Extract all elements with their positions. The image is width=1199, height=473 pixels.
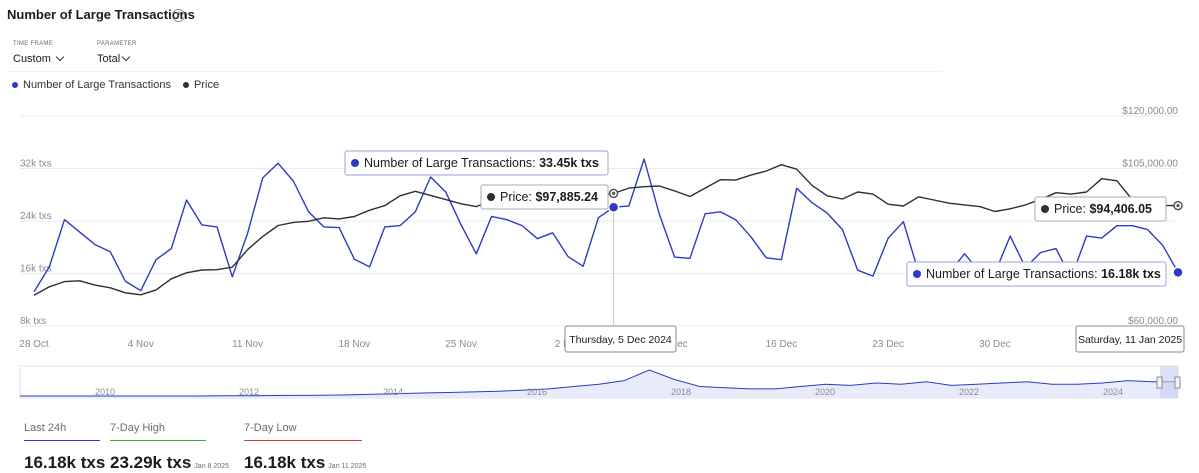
transactions-point — [607, 201, 620, 213]
navigator-year-label: 2020 — [815, 387, 835, 397]
line-chart[interactable]: 8k txs 16k txs 24k txs 32k txs $60,000.00 $10… — [0, 100, 1199, 400]
tooltip-box — [480, 184, 609, 210]
y-right-tick-label: $60,000.00 — [1128, 316, 1178, 327]
navigator-handle-right — [1174, 376, 1181, 389]
stat-label: Last 24h — [24, 422, 100, 441]
y-left-tick-label: 8k txs — [20, 316, 46, 327]
stat-7day-low: 7-Day Low 16.18k txs Jan 11 2025 — [244, 422, 366, 473]
navigator-year-label: 2018 — [671, 387, 691, 397]
price-point-center — [612, 191, 616, 196]
price-point-center — [1176, 203, 1180, 208]
chevron-down-icon — [55, 52, 65, 62]
tooltip-price-peak: Price: $97,885.24 — [480, 184, 609, 210]
tooltip-label: Price: — [1054, 202, 1089, 216]
navigator-year-label: 2016 — [527, 387, 547, 397]
time-frame-select[interactable]: Custom — [13, 52, 65, 65]
navigator-line — [20, 369, 1178, 397]
navigator-year-label: 2024 — [1103, 387, 1123, 397]
legend-label-price: Price — [194, 79, 220, 91]
tooltip-text: Number of Large Transactions: 16.18k txs — [926, 267, 1161, 281]
date-tooltip-text: Thursday, 5 Dec 2024 — [569, 334, 672, 346]
tooltip-label: Price: — [500, 190, 535, 204]
x-tick-label: 18 Nov — [338, 339, 370, 350]
legend-dot-icon — [12, 82, 18, 88]
tooltip-dot-icon — [351, 159, 359, 167]
tooltip-text: Price: $94,406.05 — [1054, 202, 1152, 216]
navigator-area — [20, 370, 1178, 398]
parameter-select[interactable]: Total — [97, 52, 131, 65]
x-tick-label: 4 Nov — [128, 339, 154, 350]
date-tooltip-peak: Thursday, 5 Dec 2024 — [564, 325, 677, 353]
stat-last-24h: Last 24h 16.18k txs — [24, 422, 105, 473]
transactions-point — [1172, 266, 1184, 279]
legend-dot-icon — [183, 82, 189, 88]
navigator-handle-left — [1156, 376, 1163, 389]
tooltip-value: $94,406.05 — [1089, 202, 1152, 216]
tooltip-transactions-last: Number of Large Transactions: 16.18k txs — [906, 261, 1167, 287]
date-tooltip-box — [564, 325, 677, 353]
x-tick-label: 11 Nov — [232, 339, 263, 350]
tooltip-price-last: Price: $94,406.05 — [1034, 196, 1167, 222]
stat-value: 16.18k txs — [24, 453, 106, 472]
legend-item-transactions[interactable]: Number of Large Transactions — [12, 79, 171, 91]
tooltip-dot-icon — [1041, 205, 1049, 213]
stat-7day-high: 7-Day High 23.29k txs Jan 8 2025 — [110, 422, 229, 473]
parameter-value: Total — [97, 53, 121, 65]
tooltip-label: Number of Large Transactions: — [926, 267, 1101, 281]
time-frame-value: Custom — [13, 53, 51, 65]
tooltip-value: 16.18k txs — [1101, 267, 1161, 281]
y-left-tick-label: 24k txs — [20, 211, 52, 222]
help-icon[interactable]: ? — [172, 9, 185, 22]
tooltip-label: Number of Large Transactions: — [364, 156, 539, 170]
x-tick-label: 30 Dec — [979, 339, 1011, 350]
stat-label: 7-Day High — [110, 422, 206, 441]
legend-item-price[interactable]: Price — [183, 79, 219, 91]
stat-label: 7-Day Low — [244, 422, 362, 441]
tooltip-text: Number of Large Transactions: 33.45k txs — [364, 156, 599, 170]
divider — [7, 71, 942, 72]
tooltip-dot-icon — [913, 270, 921, 278]
stat-date: Jan 8 2025 — [194, 463, 229, 470]
chevron-down-icon — [122, 52, 131, 62]
tooltip-value: $97,885.24 — [535, 190, 598, 204]
tooltip-box — [906, 261, 1167, 287]
x-tick-label: 28 Oct — [19, 339, 49, 350]
time-frame-label: TIME FRAME — [13, 41, 53, 47]
x-tick-label: 23 Dec — [872, 339, 904, 350]
tooltip-box — [344, 150, 609, 176]
stat-value: 16.18k txs — [244, 453, 326, 472]
tooltip-box — [1034, 196, 1167, 222]
navigator-selection — [1160, 366, 1178, 398]
x-tick-label: 16 Dec — [766, 339, 798, 350]
page-title: Number of Large Transactions — [7, 7, 195, 22]
y-left-tick-label: 16k txs — [20, 264, 52, 275]
tooltip-text: Price: $97,885.24 — [500, 190, 598, 204]
parameter-label: PARAMETER — [97, 41, 137, 47]
stat-value: 23.29k txs — [110, 453, 192, 472]
navigator-year-label: 2010 — [95, 387, 115, 397]
y-left-tick-label: 32k txs — [20, 159, 52, 170]
stat-date: Jan 11 2025 — [328, 463, 367, 470]
y-right-tick-label: $120,000.00 — [1122, 106, 1178, 117]
tooltip-dot-icon — [487, 193, 495, 201]
legend-label-transactions: Number of Large Transactions — [23, 79, 171, 91]
navigator-year-label: 2022 — [959, 387, 979, 397]
tooltip-transactions-peak: Number of Large Transactions: 33.45k txs — [344, 150, 609, 176]
x-tick-label: 25 Nov — [445, 339, 477, 350]
navigator-year-label: 2014 — [383, 387, 403, 397]
date-tooltip-box — [1075, 325, 1185, 353]
y-right-tick-label: $105,000.00 — [1122, 159, 1178, 170]
date-tooltip-text: Saturday, 11 Jan 2025 — [1078, 334, 1182, 346]
navigator-year-label: 2012 — [239, 387, 259, 397]
tooltip-value: 33.45k txs — [539, 156, 599, 170]
date-tooltip-last: Saturday, 11 Jan 2025 — [1075, 325, 1185, 353]
